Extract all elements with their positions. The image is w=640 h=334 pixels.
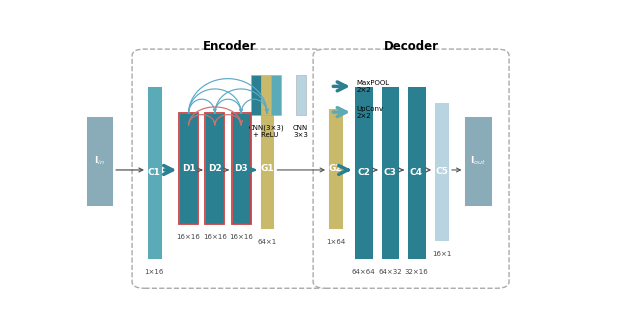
Text: D3: D3 xyxy=(234,164,248,173)
Text: C1: C1 xyxy=(148,168,161,177)
Text: 16×16: 16×16 xyxy=(177,234,200,240)
Text: Decoder: Decoder xyxy=(383,40,438,53)
Text: 16×16: 16×16 xyxy=(203,234,227,240)
FancyBboxPatch shape xyxy=(296,75,306,115)
Text: C2: C2 xyxy=(357,168,370,177)
FancyBboxPatch shape xyxy=(407,87,426,259)
FancyBboxPatch shape xyxy=(147,87,162,259)
Text: C4: C4 xyxy=(410,168,423,177)
FancyBboxPatch shape xyxy=(179,113,198,224)
FancyBboxPatch shape xyxy=(328,108,343,229)
Text: Encoder: Encoder xyxy=(204,40,257,53)
FancyBboxPatch shape xyxy=(260,108,275,229)
Text: D2: D2 xyxy=(208,164,222,173)
Text: C5: C5 xyxy=(435,167,448,176)
Text: I$_{in}$: I$_{in}$ xyxy=(94,155,105,167)
Text: UpConv
2×2: UpConv 2×2 xyxy=(356,106,384,119)
Text: D1: D1 xyxy=(182,164,195,173)
Text: 1×16: 1×16 xyxy=(145,269,164,275)
Text: 1×64: 1×64 xyxy=(326,239,345,245)
FancyBboxPatch shape xyxy=(313,49,509,288)
FancyBboxPatch shape xyxy=(132,49,328,288)
Text: 64×1: 64×1 xyxy=(257,239,276,245)
FancyBboxPatch shape xyxy=(434,102,449,241)
FancyBboxPatch shape xyxy=(86,116,113,206)
Text: 32×16: 32×16 xyxy=(404,269,428,275)
Text: CNN(3×3)
+ ReLU: CNN(3×3) + ReLU xyxy=(248,125,284,139)
Text: CNN
3×3: CNN 3×3 xyxy=(293,125,308,138)
FancyBboxPatch shape xyxy=(381,87,399,259)
Text: C3: C3 xyxy=(383,168,396,177)
FancyBboxPatch shape xyxy=(251,75,261,115)
Text: I$_{out}$: I$_{out}$ xyxy=(470,155,486,167)
Text: G1: G1 xyxy=(260,164,274,173)
FancyBboxPatch shape xyxy=(261,75,271,115)
Text: 64×32: 64×32 xyxy=(378,269,402,275)
Text: MaxPOOL
2×2: MaxPOOL 2×2 xyxy=(356,80,390,93)
Text: 16×16: 16×16 xyxy=(229,234,253,240)
FancyBboxPatch shape xyxy=(232,113,251,224)
Text: 16×1: 16×1 xyxy=(432,251,451,257)
Text: G2: G2 xyxy=(328,164,342,173)
FancyBboxPatch shape xyxy=(271,75,281,115)
FancyBboxPatch shape xyxy=(205,113,225,224)
FancyBboxPatch shape xyxy=(355,87,373,259)
FancyBboxPatch shape xyxy=(465,116,492,206)
Text: 64×64: 64×64 xyxy=(352,269,376,275)
